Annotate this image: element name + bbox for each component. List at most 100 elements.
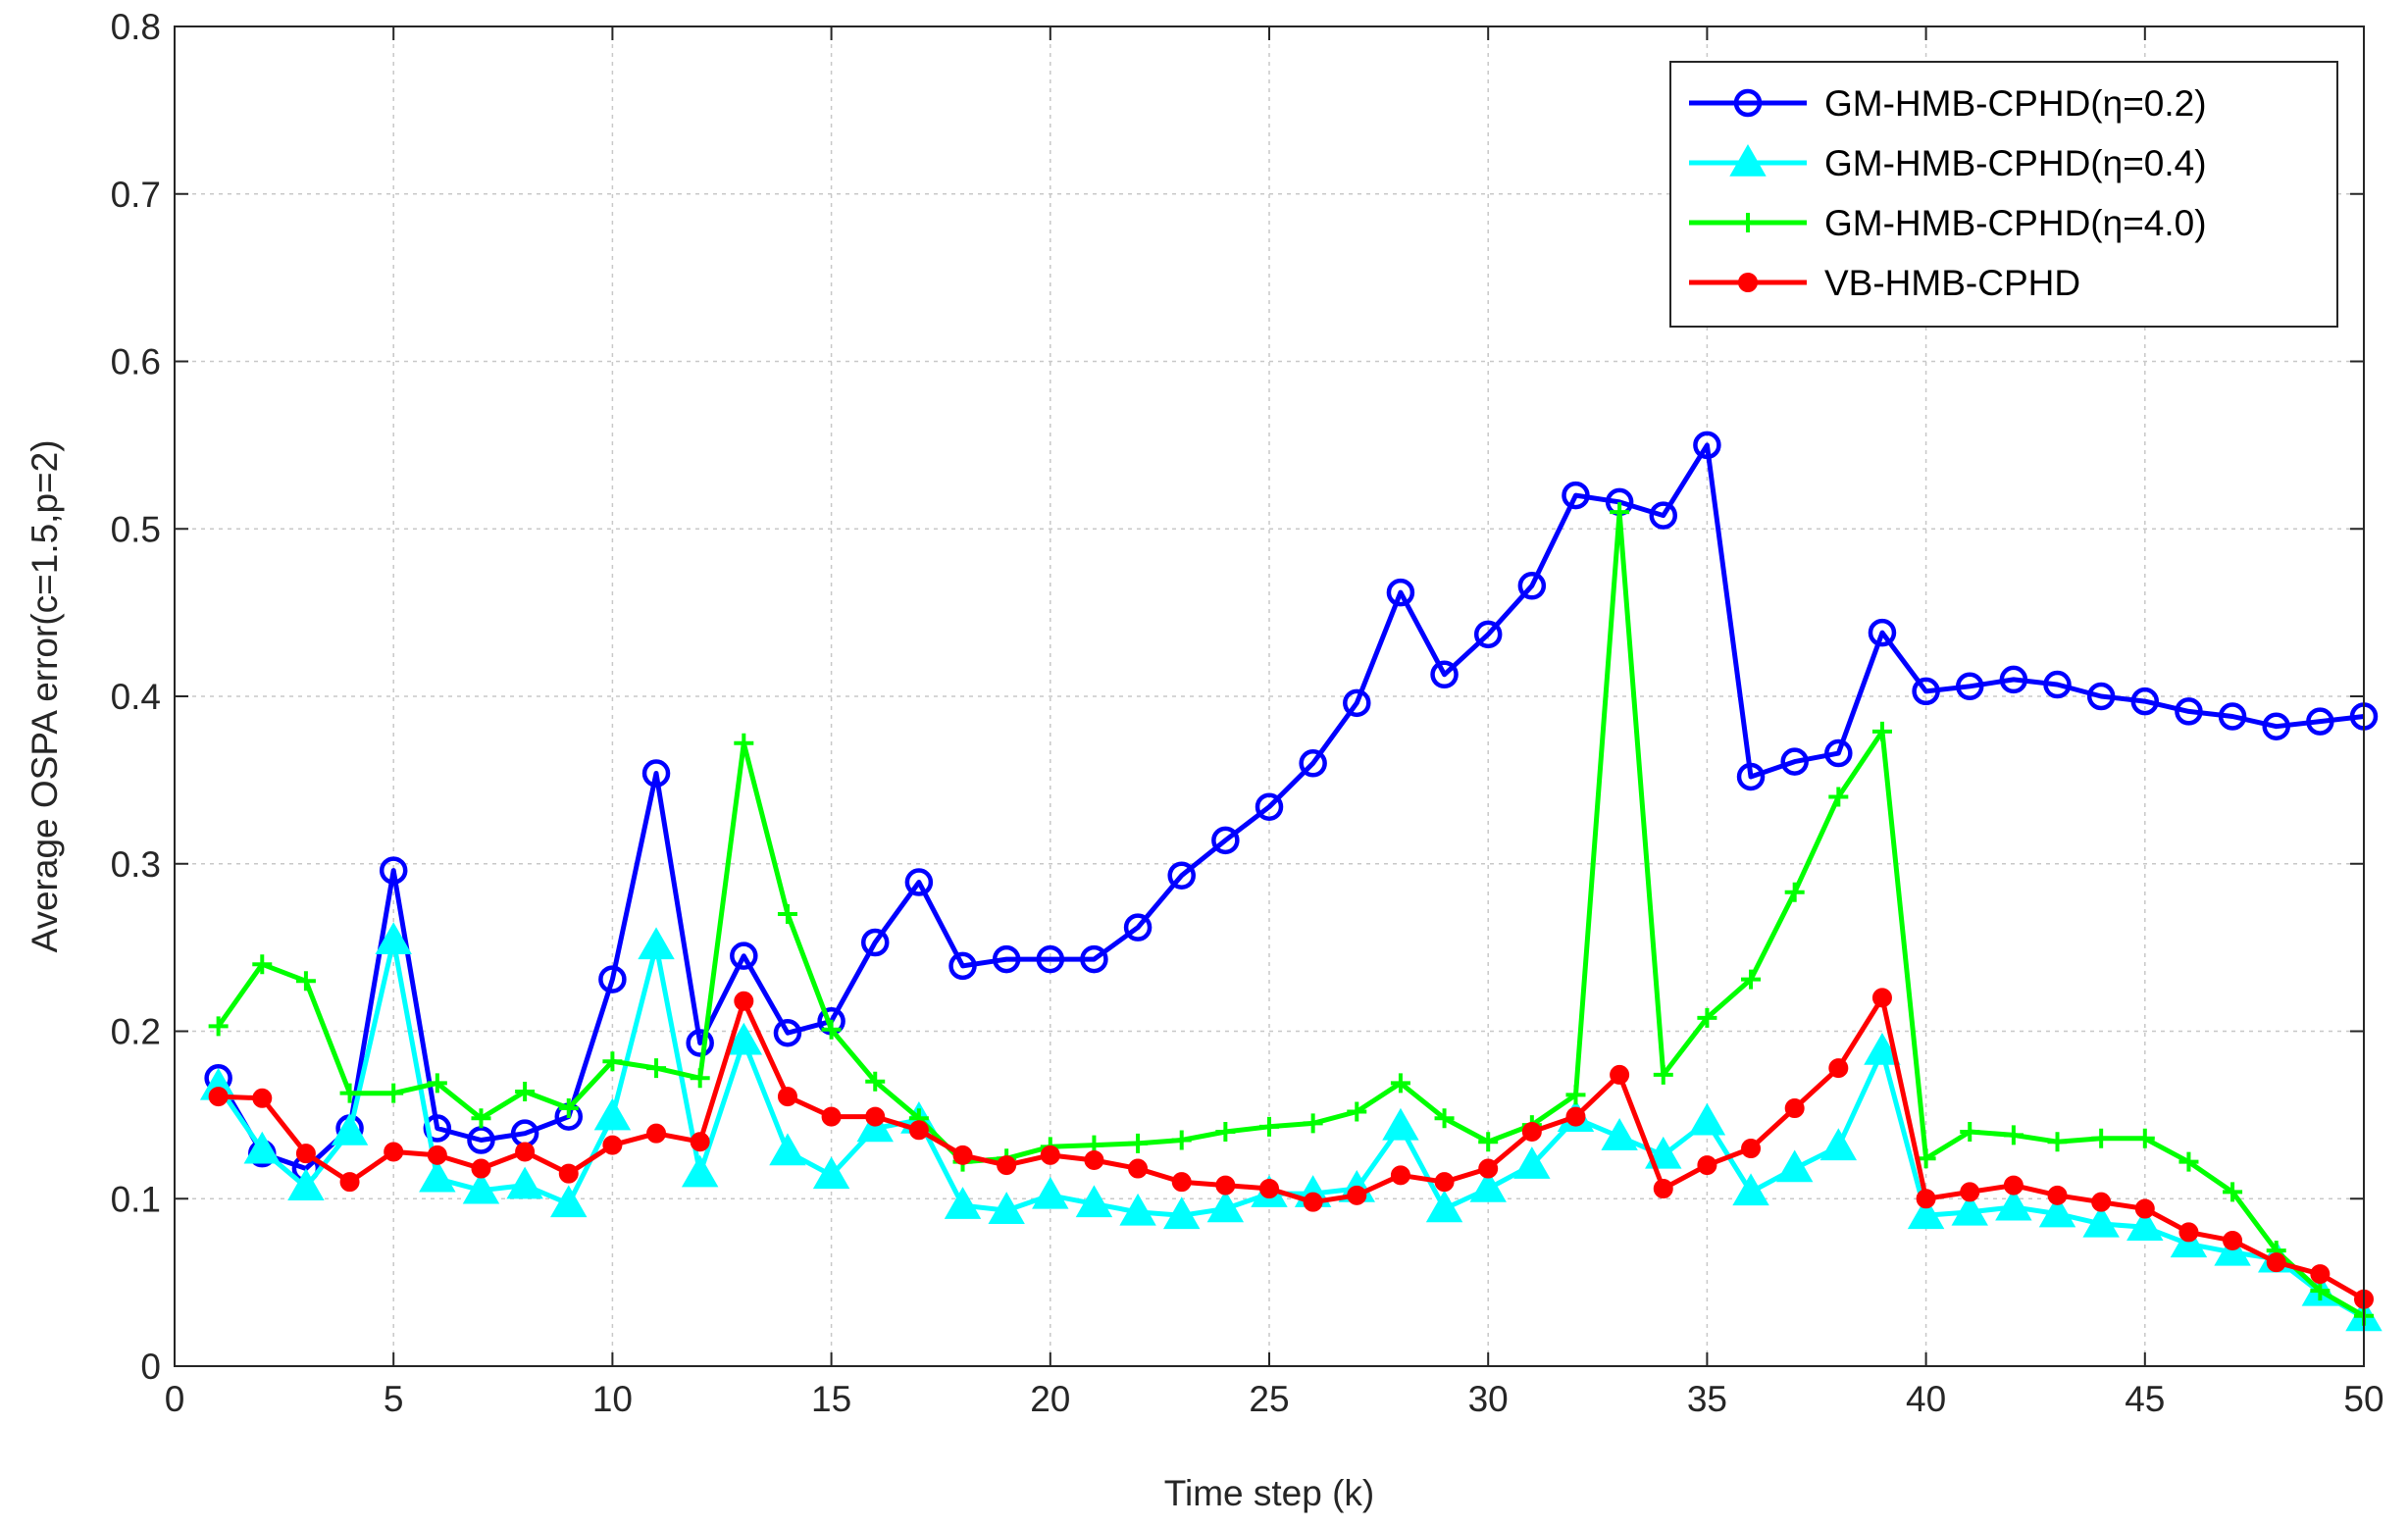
data-point [339, 1083, 360, 1103]
data-point [1040, 1145, 1060, 1165]
data-point [1697, 1007, 1717, 1028]
legend-label: GM-HMB-CPHD(η=0.2) [1824, 83, 2207, 124]
data-point [638, 927, 675, 960]
data-point [1521, 1121, 1542, 1142]
data-point [1478, 1158, 1499, 1179]
data-point [2134, 1128, 2155, 1148]
data-point [1075, 1185, 1113, 1218]
legend: GM-HMB-CPHD(η=0.2) GM-HMB-CPHD(η=0.4) GM-H… [1669, 61, 2338, 328]
data-point [419, 1159, 456, 1193]
data-point [1123, 913, 1153, 942]
data-point [2086, 682, 2116, 711]
data-point [2038, 1195, 2076, 1228]
data-point [1693, 431, 1721, 460]
legend-entry: GM-HMB-CPHD(η=4.0) [1689, 203, 2207, 243]
legend-marker [1738, 273, 1758, 292]
data-point [1610, 1064, 1630, 1085]
x-tick-label: 25 [1249, 1379, 1289, 1419]
data-point [2262, 712, 2290, 740]
data-point [908, 1120, 929, 1141]
data-point [602, 1135, 623, 1155]
data-point [1871, 721, 1892, 741]
data-point [1390, 1073, 1410, 1094]
data-point [2223, 1182, 2243, 1202]
data-point [2126, 1208, 2164, 1242]
data-point [730, 942, 758, 970]
data-point [375, 922, 412, 955]
data-point [1784, 882, 1805, 902]
data-point [2178, 1151, 2199, 1172]
data-point [1513, 1146, 1551, 1179]
data-point [1697, 1155, 1717, 1176]
data-point [988, 1192, 1025, 1224]
data-point [462, 1171, 500, 1204]
data-point [2091, 1128, 2112, 1148]
data-point [773, 1018, 802, 1047]
data-point [252, 954, 273, 975]
legend-entry: GM-HMB-CPHD(η=0.2) [1689, 83, 2207, 124]
series-line [216, 442, 2365, 1171]
data-point [681, 1154, 719, 1188]
data-point [339, 1172, 360, 1193]
data-point [1259, 1116, 1279, 1137]
data-point [1430, 660, 1459, 689]
x-tick-label: 40 [1906, 1379, 1946, 1419]
data-point [1601, 1118, 1638, 1150]
data-point [686, 1029, 714, 1057]
data-point [515, 1081, 536, 1101]
data-point [2003, 1175, 2024, 1196]
data-point [2134, 1198, 2155, 1219]
data-point [1741, 969, 1762, 990]
data-point [2130, 687, 2160, 716]
x-tick-label: 30 [1468, 1379, 1509, 1419]
data-point [1871, 988, 1892, 1008]
legend-marker [1733, 88, 1763, 118]
data-point [1080, 944, 1108, 974]
series-2 [208, 502, 2374, 1326]
y-tick-label: 0 [140, 1347, 161, 1387]
data-point [1916, 1189, 1936, 1209]
data-point [1995, 1188, 2032, 1221]
series-3 [208, 988, 2374, 1309]
data-point [2218, 702, 2247, 731]
x-tick-label: 0 [165, 1379, 185, 1419]
data-point [2310, 1281, 2331, 1301]
data-point [506, 1166, 543, 1199]
data-point [1824, 738, 1853, 768]
data-point [1473, 620, 1503, 649]
data-point [598, 965, 627, 993]
data-point [1828, 787, 1849, 807]
data-point [1517, 572, 1547, 600]
data-point [1303, 1192, 1323, 1212]
data-point [1119, 1193, 1156, 1226]
data-point [821, 1106, 842, 1127]
data-point [1960, 1182, 1980, 1202]
data-point [865, 1071, 886, 1092]
data-point [295, 1144, 316, 1164]
data-point [1167, 861, 1196, 890]
data-point [2178, 1222, 2199, 1243]
data-point [777, 1087, 797, 1107]
data-point [2003, 1125, 2024, 1145]
data-point [734, 733, 754, 753]
data-point [208, 1087, 229, 1107]
data-point [1819, 1128, 1858, 1161]
data-point [1732, 1173, 1769, 1206]
data-point [295, 971, 316, 992]
data-point [379, 856, 408, 885]
data-point [1259, 1179, 1279, 1199]
data-point [2047, 1185, 2068, 1205]
data-point [1215, 1175, 1236, 1196]
data-point [1425, 1190, 1463, 1223]
data-point [641, 759, 671, 788]
data-point [1951, 1193, 1988, 1226]
data-point [1299, 749, 1327, 778]
data-point [1434, 1108, 1455, 1129]
legend-label: GM-HMB-CPHD(η=4.0) [1824, 203, 2207, 243]
legend-entry: VB-HMB-CPHD [1689, 263, 2080, 303]
y-tick-label: 0.8 [111, 7, 161, 47]
data-point [1780, 747, 1809, 776]
legend-marker [1729, 143, 1767, 177]
data-point [1434, 1172, 1455, 1193]
data-point [1390, 1165, 1410, 1186]
